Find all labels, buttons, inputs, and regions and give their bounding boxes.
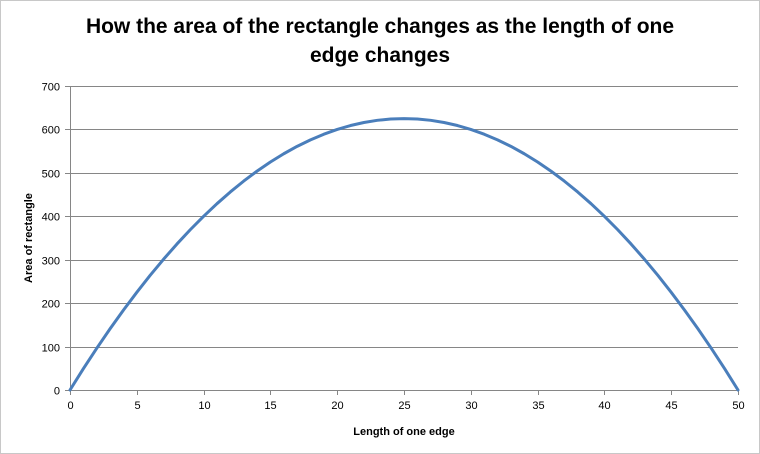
axes [70, 86, 738, 391]
y-tick-label: 200 [42, 299, 60, 311]
x-tick-label: 45 [665, 400, 677, 412]
x-tick-label: 35 [532, 400, 544, 412]
y-tick-label: 400 [42, 212, 60, 224]
gridlines [70, 86, 738, 348]
x-tick-label: 10 [198, 400, 210, 412]
x-axis-ticks: 0 5 10 15 20 25 30 35 40 45 50 [67, 390, 745, 412]
y-axis-title: Area of rectangle [23, 193, 35, 283]
y-tick-label: 500 [42, 169, 60, 181]
y-tick-label: 100 [42, 343, 60, 355]
x-axis-title: Length of one edge [353, 426, 454, 438]
x-tick-label: 25 [398, 400, 410, 412]
x-tick-label: 50 [732, 400, 744, 412]
x-tick-label: 20 [331, 400, 343, 412]
x-tick-label: 15 [264, 400, 276, 412]
y-tick-label: 600 [42, 125, 60, 137]
x-tick-label: 0 [67, 400, 73, 412]
x-tick-label: 5 [134, 400, 140, 412]
y-tick-label: 0 [54, 386, 60, 398]
chart-title: How the area of the rectangle changes as… [85, 15, 675, 67]
y-tick-label: 300 [42, 256, 60, 268]
x-tick-label: 30 [465, 400, 477, 412]
x-tick-label: 40 [598, 400, 610, 412]
y-axis-ticks: 0 100 200 300 400 500 600 700 [42, 82, 70, 398]
series-line [68, 117, 740, 392]
y-tick-label: 700 [42, 82, 60, 94]
